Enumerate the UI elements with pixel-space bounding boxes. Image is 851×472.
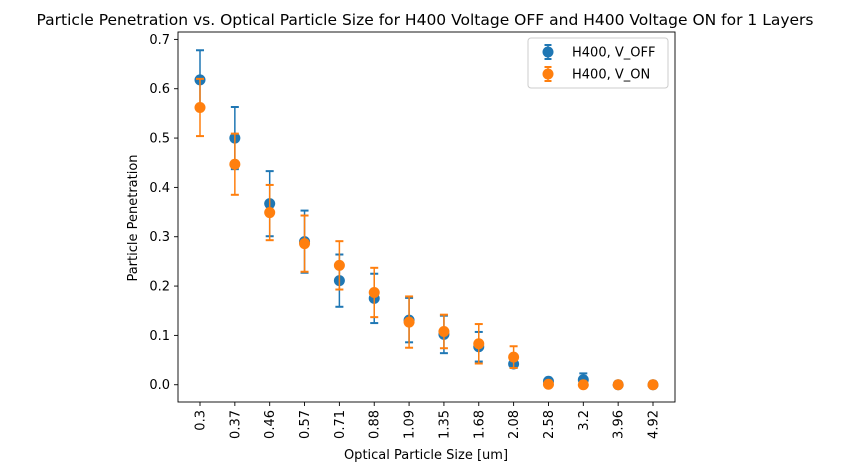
y-tick-label: 0.7	[149, 33, 170, 48]
data-point	[473, 338, 485, 350]
x-axis-label: Optical Particle Size [um]	[344, 448, 508, 463]
data-point	[194, 101, 206, 113]
data-point	[368, 286, 380, 298]
x-tick-label: 0.71	[333, 410, 348, 439]
legend-marker	[542, 68, 554, 80]
x-tick-label: 3.96	[612, 410, 627, 439]
x-tick-label: 3.2	[577, 410, 592, 431]
data-point	[612, 379, 624, 391]
data-point	[299, 238, 311, 250]
x-tick-label: 0.88	[368, 410, 383, 439]
data-point	[647, 379, 659, 391]
legend-marker	[542, 46, 554, 58]
legend-item: H400, V_ON	[542, 66, 650, 83]
x-tick-label: 0.46	[263, 410, 278, 439]
x-tick-label: 0.3	[194, 410, 209, 431]
legend: H400, V_OFF H400, V_ON	[527, 37, 669, 89]
y-tick-label: 0.5	[149, 132, 170, 147]
plot-frame	[177, 31, 676, 403]
series-v-off	[194, 49, 659, 391]
data-point	[229, 158, 241, 170]
data-point	[577, 379, 589, 391]
x-tick-label: 1.09	[403, 410, 418, 439]
legend-box	[527, 37, 669, 89]
y-tick-label: 0.6	[149, 82, 170, 97]
y-tick-label: 0.0	[149, 378, 170, 393]
data-point	[508, 351, 520, 363]
x-tick-label: 0.57	[298, 410, 313, 439]
x-tick-label: 4.92	[647, 410, 662, 439]
data-point	[403, 316, 415, 328]
y-tick-label: 0.3	[149, 230, 170, 245]
y-tick-label: 0.4	[149, 181, 170, 196]
y-tick-label: 0.2	[149, 280, 170, 295]
x-tick-label: 2.58	[542, 410, 557, 439]
x-tick-label: 2.08	[507, 410, 522, 439]
legend-label: H400, V_ON	[572, 68, 650, 83]
chart-title: Particle Penetration vs. Optical Particl…	[37, 11, 814, 29]
legend-label: H400, V_OFF	[572, 46, 655, 61]
y-tick-label: 0.1	[149, 329, 170, 344]
series-v-on	[194, 77, 659, 391]
y-axis-label: Particle Penetration	[126, 154, 141, 281]
data-point	[542, 378, 554, 390]
x-tick-label: 1.68	[472, 410, 487, 439]
plot-area: 0.0 0.1 0.2 0.3 0.4 0.5 0.6 0.7 0.3 0.37 0.46 0.57 0…	[149, 31, 676, 439]
x-tick-label: 1.35	[437, 410, 452, 439]
data-point	[333, 259, 345, 271]
x-tick-label: 0.37	[228, 410, 243, 439]
legend-item: H400, V_OFF	[542, 44, 655, 61]
data-point	[438, 325, 450, 337]
data-point	[264, 207, 276, 219]
